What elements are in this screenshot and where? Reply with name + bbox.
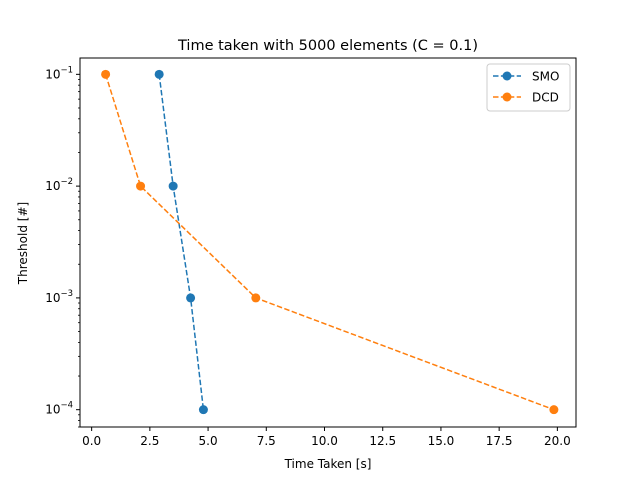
chart-title: Time taken with 5000 elements (C = 0.1) xyxy=(177,38,478,54)
data-point-dcd xyxy=(251,293,261,303)
x-tick-label: 0.0 xyxy=(82,434,101,448)
y-tick-label-exponent: −4 xyxy=(60,401,73,411)
data-point-smo xyxy=(168,181,178,191)
legend-marker-smo xyxy=(502,71,512,81)
y-tick-label: 10−2 xyxy=(45,177,73,193)
x-tick-label: 5.0 xyxy=(199,434,218,448)
legend-label-dcd: DCD xyxy=(532,91,559,105)
series-line-smo xyxy=(158,74,205,410)
legend-marker-dcd xyxy=(502,92,512,102)
data-point-smo xyxy=(154,69,164,79)
y-tick-label: 10−1 xyxy=(45,65,73,81)
x-tick-label: 7.5 xyxy=(257,434,276,448)
y-tick-label-exponent: −3 xyxy=(60,289,73,299)
x-axis-label: Time Taken [s] xyxy=(284,457,372,471)
y-tick-label: 10−3 xyxy=(45,289,73,305)
y-axis-label: Threshold [#] xyxy=(16,202,30,285)
x-tick-label: 17.5 xyxy=(486,434,513,448)
x-tick-label: 15.0 xyxy=(428,434,455,448)
data-point-smo xyxy=(186,293,196,303)
y-tick-label-exponent: −2 xyxy=(60,177,73,187)
y-tick-label-base: 10 xyxy=(45,179,60,193)
x-tick-label: 2.5 xyxy=(140,434,159,448)
y-tick-label-base: 10 xyxy=(45,67,60,81)
y-tick-label-base: 10 xyxy=(45,403,60,417)
data-point-dcd xyxy=(136,181,146,191)
x-tick-label: 12.5 xyxy=(369,434,396,448)
y-tick-label-base: 10 xyxy=(45,291,60,305)
y-tick-label-exponent: −1 xyxy=(60,65,73,75)
x-tick-label: 20.0 xyxy=(544,434,571,448)
data-point-dcd xyxy=(549,405,559,415)
legend: SMO DCD xyxy=(486,63,571,112)
data-point-dcd xyxy=(101,69,111,79)
x-ticks: 0.0 2.5 5.0 7.5 10.0 12.5 15.0 17.5 20.0 xyxy=(82,427,571,448)
data-point-smo xyxy=(198,405,208,415)
plot-series xyxy=(101,69,559,415)
plot-frame xyxy=(79,57,577,428)
x-tick-label: 10.0 xyxy=(311,434,338,448)
legend-label-smo: SMO xyxy=(532,70,559,84)
series-line-dcd xyxy=(104,74,555,411)
y-ticks: 10−110−210−310−4 xyxy=(45,65,80,428)
y-tick-label: 10−4 xyxy=(45,401,73,417)
